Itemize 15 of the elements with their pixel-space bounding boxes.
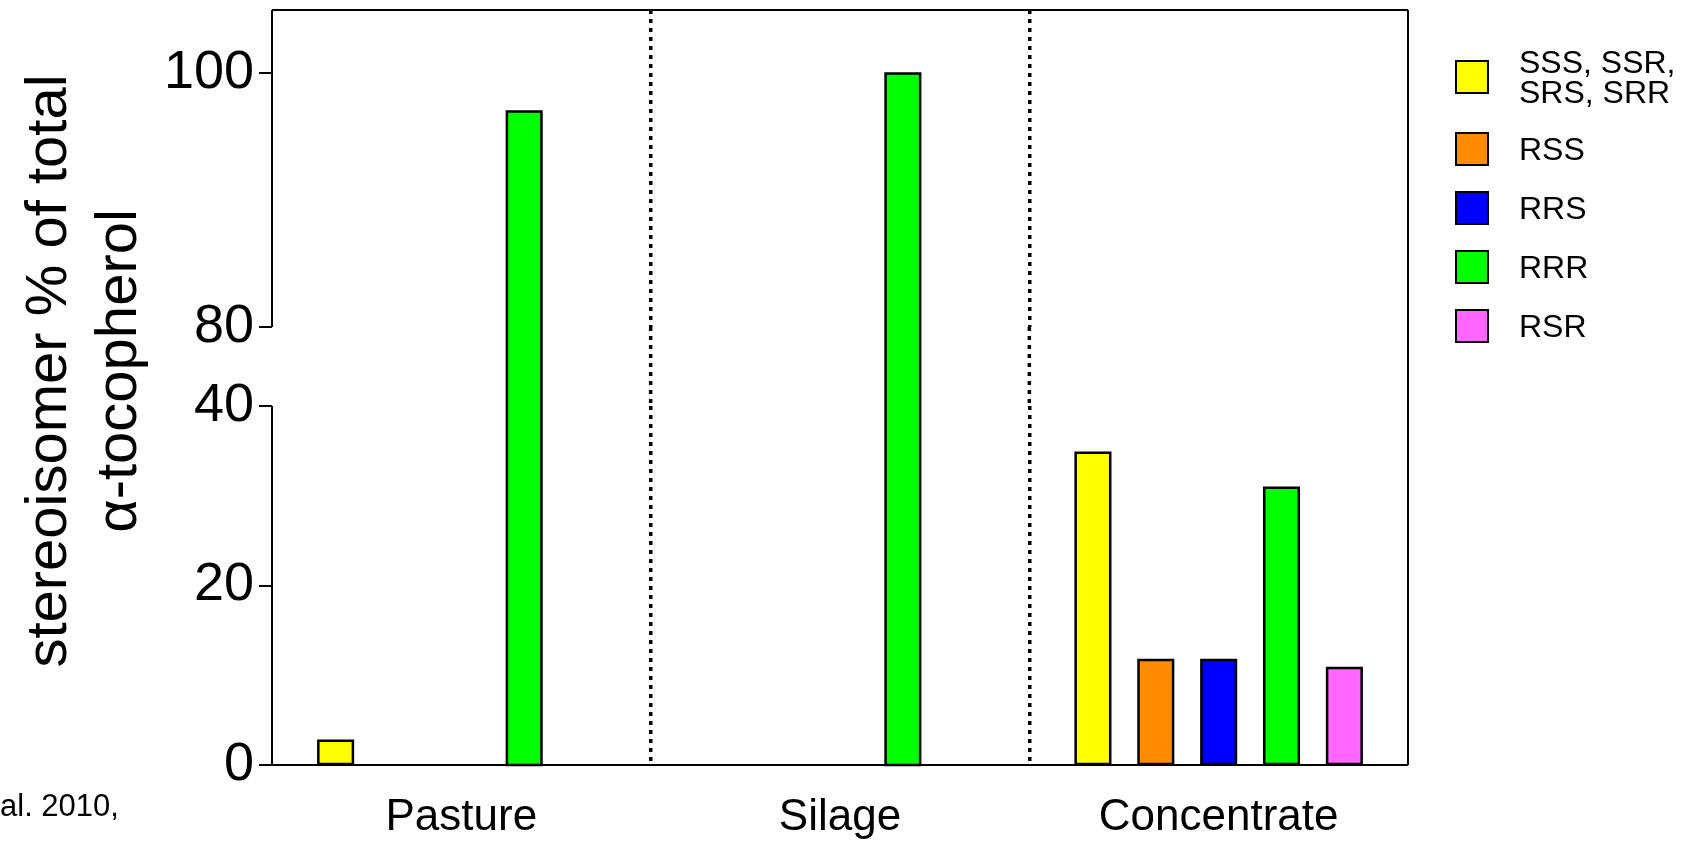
y-tick-label: 40 <box>193 371 254 432</box>
legend-label: RSR <box>1519 308 1588 344</box>
y-tick-label: 100 <box>163 39 254 100</box>
x-tick-label: Pasture <box>385 789 538 839</box>
y-tick-label: 80 <box>193 292 254 353</box>
x-tick-label: Concentrate <box>1098 789 1339 839</box>
x-tick-label: Silage <box>778 789 902 839</box>
legend-label: RRS <box>1519 190 1588 226</box>
y-axis-title: stereoisomer % of total α-tocopherol <box>12 73 149 670</box>
text: al. 2010, <box>0 788 119 824</box>
legend-label: RSS <box>1519 131 1586 167</box>
legend-label: RRR <box>1519 249 1590 285</box>
y-tick-label: 20 <box>193 551 254 612</box>
y-tick-label: 0 <box>223 730 254 791</box>
legend-label: SSS, SSR, SRS, SRR <box>1519 44 1677 110</box>
